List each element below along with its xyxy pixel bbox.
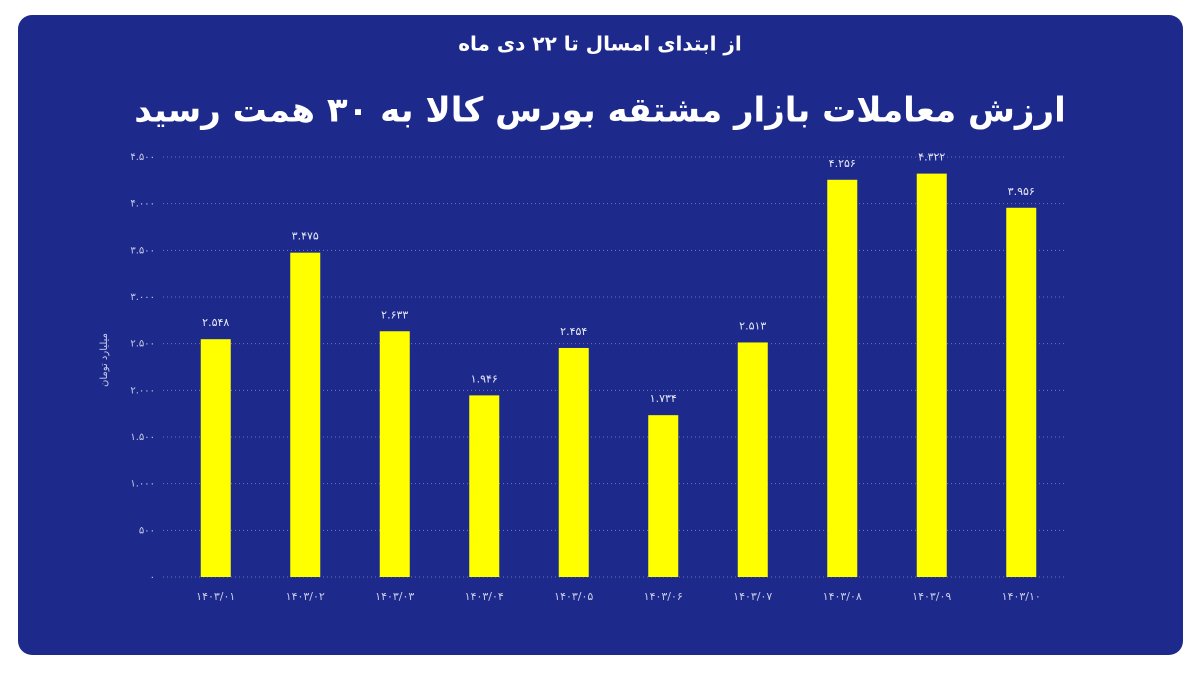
value-label: ۲.۵۱۳ (739, 319, 766, 332)
value-label: ۴.۳۲۲ (918, 151, 945, 164)
y-axis-label: میلیارد تومان (99, 333, 110, 387)
value-label: ۳.۹۵۶ (1008, 185, 1035, 198)
bar (1006, 207, 1037, 578)
bar (827, 179, 858, 578)
value-label: ۳.۴۷۵ (292, 230, 319, 243)
y-tick-label: ۲.۰۰۰ (130, 385, 155, 396)
y-tick-label: ۰ (150, 572, 155, 583)
chart-title: ارزش معاملات بازار مشتقه بورس کالا به ۳۰… (134, 91, 1065, 131)
bar (200, 339, 231, 577)
x-tick-label: ۱۴۰۳/۰۳ (375, 590, 414, 603)
bar (469, 395, 500, 577)
x-tick-label: ۱۴۰۳/۰۹ (912, 590, 951, 603)
x-tick-label: ۱۴۰۳/۰۱ (196, 590, 235, 603)
value-label: ۱.۹۴۶ (471, 372, 498, 385)
y-tick-label: ۱.۵۰۰ (130, 432, 155, 443)
y-tick-label: ۵۰۰ (139, 525, 155, 536)
y-tick-label: ۳.۵۰۰ (130, 245, 155, 256)
chart-subtitle: از ابتدای امسال تا ۲۲ دی ماه (458, 32, 742, 56)
x-tick-label: ۱۴۰۳/۰۴ (465, 590, 504, 603)
x-tick-label: ۱۴۰۳/۰۶ (644, 590, 683, 603)
bar (916, 173, 947, 577)
x-tick-label: ۱۴۰۳/۰۷ (733, 590, 772, 603)
y-tick-label: ۳.۰۰۰ (130, 292, 155, 303)
y-tick-label: ۱.۰۰۰ (130, 479, 155, 490)
y-tick-label: ۴.۰۰۰ (130, 199, 155, 210)
x-tick-label: ۱۴۰۳/۰۸ (823, 590, 862, 603)
bar (737, 342, 768, 577)
bar (379, 331, 410, 577)
x-tick-label: ۱۴۰۳/۰۲ (286, 590, 325, 603)
x-tick-label: ۱۴۰۳/۰۵ (554, 590, 593, 603)
y-tick-label: ۲.۵۰۰ (130, 339, 155, 350)
value-label: ۴.۲۵۶ (829, 157, 856, 170)
value-label: ۲.۴۵۴ (560, 325, 587, 338)
value-label: ۲.۶۳۳ (381, 308, 408, 321)
bar (558, 347, 589, 577)
x-tick-label: ۱۴۰۳/۱۰ (1002, 590, 1041, 603)
y-tick-label: ۴.۵۰۰ (130, 152, 155, 163)
value-label: ۲.۵۴۸ (202, 316, 229, 329)
value-label: ۱.۷۳۴ (650, 392, 677, 405)
bar (290, 252, 321, 577)
bar (648, 415, 679, 577)
